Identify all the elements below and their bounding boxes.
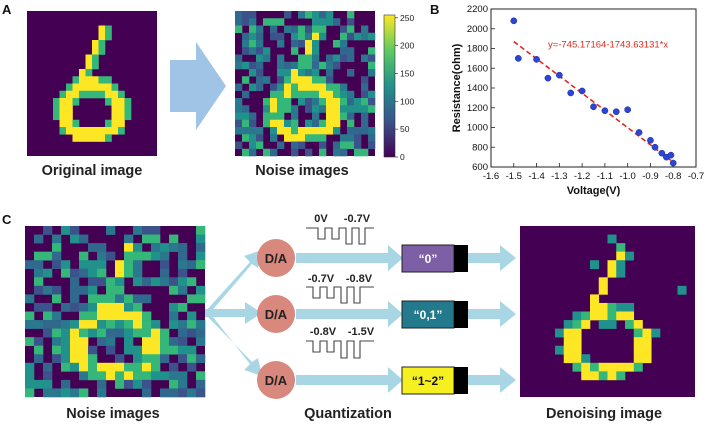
data-point [601,107,609,115]
panel-c-label: C [2,212,12,227]
output-label-12: “1~2” [412,374,444,388]
y-tick-label: 600 [472,162,488,173]
fit-line [513,40,674,163]
x-tick-label: -0.8 [665,171,681,182]
data-point [624,106,632,114]
fanout-arrows [205,250,262,376]
x-tick-label: -1.3 [551,171,567,182]
y-tick-label: 800 [472,142,488,153]
voltage-label-2b: -0.8V [346,273,373,285]
caption-noise-images-a: Noise images [255,163,349,179]
fit-equation: y=-745.17164-1743.63131*x [548,40,668,51]
da-label: D/A [265,251,288,266]
output-box-12: “1~2” [401,366,468,395]
data-point [510,17,518,25]
da-converter-3: D/A [257,361,295,399]
data-point [651,143,659,151]
y-tick-label: 1200 [467,103,488,114]
data-point [514,55,522,62]
noisy-image-c [25,226,206,398]
y-axis-label: Resistance(ohm) [451,43,463,132]
x-tick-label: -1.1 [597,171,613,182]
voltage-label-1a: 0V [314,213,328,225]
data-point [555,71,563,79]
output-box-01: “0,1” [401,300,468,329]
y-tick-label: 1600 [467,63,488,74]
caption-denoising-image: Denoising image [546,406,662,422]
colorbar-tick-label: 0 [400,152,405,162]
x-tick-label: -1.5 [506,171,522,182]
y-tick-label: 2200 [467,4,488,15]
caption-original-image: Original image [42,163,143,179]
colorbar-tick-label: 150 [400,68,414,78]
noisy-image [235,11,376,157]
voltage-label-2a: -0.7V [308,273,335,285]
da-label: D/A [265,307,288,322]
data-point [612,108,620,116]
y-tick-label: 1000 [467,123,488,134]
data-point [544,74,552,82]
caption-noise-images-c: Noise images [66,406,160,422]
output-label-01: “0,1” [414,308,443,322]
pulse-waveform-3 [306,340,374,359]
voltage-label-3b: -1.5V [348,326,375,338]
panel-a-arrow [170,42,226,130]
data-point [578,87,586,95]
panel-b-label: B [430,2,439,17]
plot-frame [490,8,697,168]
voltage-label-1b: -0.7V [344,213,371,225]
x-tick-label: -1.0 [619,171,635,182]
resistance-voltage-chart: 600 800 1000 1200 1400 1600 1800 2000 2200 -1.6 -1… [451,4,704,197]
data-point [669,159,677,167]
data-point [647,136,654,144]
data-point [667,151,675,159]
row-arrows [296,245,516,393]
output-box-0: “0” [401,244,468,273]
data-point [658,149,666,157]
data-point [567,89,575,97]
data-point [635,129,643,136]
colorbar: 250 200 150 100 50 0 [383,13,414,162]
x-tick-label: -0.7 [688,171,704,182]
denoised-image [520,226,695,397]
y-tick-label: 1400 [467,83,488,94]
y-tick-label: 2000 [467,24,488,35]
x-tick-label: -0.9 [642,171,658,182]
pulse-waveform-1 [306,227,374,245]
data-point [533,56,540,63]
pulse-waveform-2 [306,286,374,304]
original-image [27,11,157,156]
y-tick-label: 1800 [467,44,488,55]
x-axis-label: Voltage(V) [567,185,621,197]
da-converter-2: D/A [257,295,295,333]
x-tick-label: -1.4 [528,171,544,182]
colorbar-tick-label: 200 [400,41,414,51]
da-label: D/A [265,373,288,388]
output-label-0: “0” [419,252,438,266]
x-tick-label: -1.2 [574,171,590,182]
data-point [590,103,597,111]
da-converter-1: D/A [257,239,295,277]
colorbar-tick-label: 250 [400,13,414,23]
colorbar-tick-label: 50 [400,124,410,134]
panel-a-label: A [2,2,12,17]
colorbar-tick-label: 100 [400,96,414,106]
x-tick-label: -1.6 [483,171,499,182]
caption-quantization: Quantization [304,406,392,422]
voltage-label-3a: -0.8V [310,326,337,338]
